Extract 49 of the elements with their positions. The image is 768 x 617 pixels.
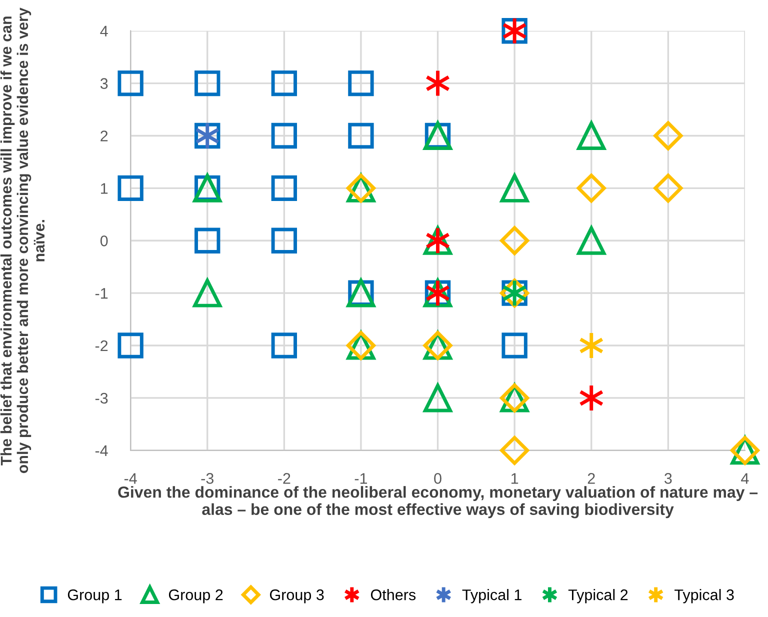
y-tick-label: 0 [100,236,108,246]
y-tick-label: 4 [100,26,108,36]
y-tick-label: -1 [95,288,108,299]
legend-label: Typical 3 [674,589,734,604]
point [348,70,374,96]
y-tick-label: -4 [95,445,108,456]
y-tick-label: 2 [100,130,108,142]
y-tick-label: -3 [95,392,108,404]
y-tick-label: 1 [101,183,108,194]
legend-label: Typical 2 [568,589,628,604]
point [271,175,298,202]
x-tick-label: -4 [124,473,137,484]
y-axis-title: The belief that environmental outcomes will improve if we can only produce better and more convincing value evidence is very naïve. [0,8,45,474]
legend-label: Group 1 [68,589,122,604]
point [502,332,528,358]
point [577,226,606,255]
point [424,384,452,412]
x-tick-label: -3 [201,473,214,484]
legend-label: Typical 1 [462,589,522,604]
x-tick-label: 0 [434,473,442,484]
point [271,122,298,149]
x-axis-title: Given the dominance of the neoliberal economy, monetary valuation of nature may – alas – be one of the most effective ways of saving biodiversity [118,486,758,518]
point [118,175,144,202]
point [118,332,144,358]
point [500,226,530,256]
x-tick-label: 4 [741,473,749,484]
y-tick-label: -2 [95,340,108,352]
point [348,122,374,149]
point [500,436,530,465]
point [271,228,298,254]
point [193,278,222,308]
point [194,70,220,96]
legend-label: Group 2 [168,589,223,604]
point [118,70,144,96]
point [500,174,529,202]
x-tick-label: 2 [588,473,595,484]
point [271,332,298,358]
y-tick-label: 3 [100,78,108,89]
point [576,174,606,203]
point [654,174,683,203]
point [194,228,220,254]
x-tick-label: 3 [664,473,672,484]
legend-label: Others [370,589,416,600]
legend-label: Group 3 [270,589,324,604]
x-tick-label: -1 [354,473,368,484]
point [271,70,298,96]
x-tick-label: -2 [278,473,290,484]
x-tick-label: 1 [511,473,518,484]
point [654,121,683,150]
